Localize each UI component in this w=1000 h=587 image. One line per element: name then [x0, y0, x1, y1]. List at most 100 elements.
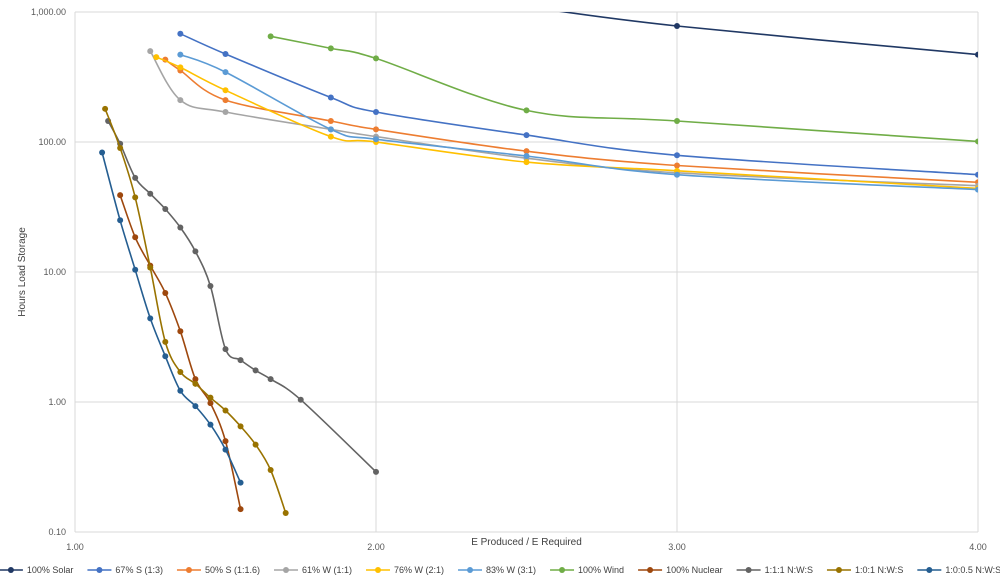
data-point [162, 289, 169, 296]
data-point [222, 407, 229, 414]
data-point [267, 33, 274, 40]
data-point [117, 144, 124, 151]
data-point [222, 109, 229, 116]
data-point [373, 55, 379, 62]
data-point [132, 266, 139, 273]
legend-swatch-marker [559, 567, 566, 573]
data-point [237, 506, 244, 513]
data-point [162, 206, 169, 213]
legend-label: 1:0:1 N:W:S [855, 565, 903, 575]
data-point [207, 394, 214, 401]
series-line [270, 35, 978, 143]
data-point [153, 54, 160, 61]
data-point [674, 118, 680, 125]
data-point [237, 423, 244, 430]
data-point [132, 174, 139, 181]
legend: 100% Solar 67% S (1:3) 50% S (1:1.6) 61% W … [0, 565, 1000, 575]
y-tick-label: 1.00 [48, 397, 66, 407]
series-line [107, 120, 377, 473]
data-point [207, 283, 214, 290]
data-point [117, 217, 124, 224]
data-point [267, 376, 274, 383]
data-point [674, 162, 680, 169]
data-point [674, 23, 680, 30]
data-point [327, 94, 334, 101]
y-tick-label: 1,000.00 [31, 7, 66, 17]
legend-label: 100% Solar [27, 565, 74, 575]
data-point [373, 468, 379, 475]
series-line [180, 53, 978, 191]
legend-label: 50% S (1:1.6) [205, 565, 260, 575]
y-axis-title: Hours Load Storage [17, 227, 28, 317]
legend-label: 1:1:1 N:W:S [765, 565, 813, 575]
data-point [102, 105, 109, 112]
data-point [207, 421, 214, 428]
x-tick-label: 4.00 [969, 542, 987, 552]
data-point [222, 438, 229, 445]
legend-item: 100% Solar [0, 565, 73, 575]
legend-swatch-marker [282, 567, 289, 573]
series-10 [99, 149, 244, 486]
legend-label: 1:0:0.5 N:W:S [945, 565, 1000, 575]
series-line [104, 108, 287, 514]
data-point [177, 224, 184, 231]
series-line [119, 194, 242, 510]
data-point [674, 152, 680, 159]
data-point [222, 51, 229, 58]
data-point [524, 4, 530, 10]
tick-labels: 1.00 2.00 3.00 4.000.101.0010.00100.001,000… [31, 7, 987, 552]
x-tick-label: 2.00 [367, 542, 385, 552]
legend-label: 83% W (3:1) [486, 565, 536, 575]
x-axis-title: E Produced / E Required [471, 537, 582, 548]
legend-swatch-marker [375, 567, 382, 573]
data-point [177, 64, 184, 71]
data-point [222, 69, 229, 76]
legend-label: 76% W (2:1) [394, 565, 444, 575]
data-point [975, 138, 978, 145]
legend-swatch-marker [96, 567, 103, 573]
data-point [267, 466, 274, 473]
data-point [147, 315, 154, 322]
data-point [192, 376, 199, 383]
data-point [177, 97, 184, 104]
series-line [559, 12, 978, 56]
data-point [117, 192, 124, 199]
series-line [180, 33, 978, 176]
data-point [147, 190, 154, 197]
legend-swatch-marker [926, 567, 933, 573]
data-point [192, 380, 199, 387]
series-line [164, 58, 978, 184]
legend-item: 1:0:1 N:W:S [826, 565, 903, 575]
series-5 [177, 51, 978, 193]
data-point [177, 328, 184, 335]
series-1 [177, 30, 978, 178]
x-tick-label: 3.00 [668, 542, 686, 552]
data-point [975, 51, 978, 58]
data-point [373, 136, 379, 143]
legend-label: 100% Nuclear [666, 565, 723, 575]
y-tick-label: 10.00 [43, 267, 66, 277]
data-point [373, 109, 379, 116]
legend-label: 61% W (1:1) [302, 565, 352, 575]
legend-item: 83% W (3:1) [458, 565, 536, 575]
data-point [222, 87, 229, 94]
legend-item: 1:1:1 N:W:S [736, 565, 813, 575]
data-point [177, 51, 184, 58]
legend-item: 50% S (1:1.6) [176, 565, 260, 575]
data-point [177, 369, 184, 376]
data-point [327, 126, 334, 133]
data-point [192, 403, 199, 410]
series-9 [102, 105, 289, 517]
data-point [523, 159, 530, 166]
legend-swatch-marker [467, 567, 474, 573]
legend-item: 76% W (2:1) [366, 565, 444, 575]
data-point [177, 387, 184, 394]
data-point [327, 133, 334, 140]
data-point [177, 30, 184, 37]
series-8 [105, 118, 379, 475]
data-point [192, 248, 199, 255]
data-point [975, 186, 978, 193]
data-point [523, 107, 530, 114]
data-point [147, 48, 154, 55]
